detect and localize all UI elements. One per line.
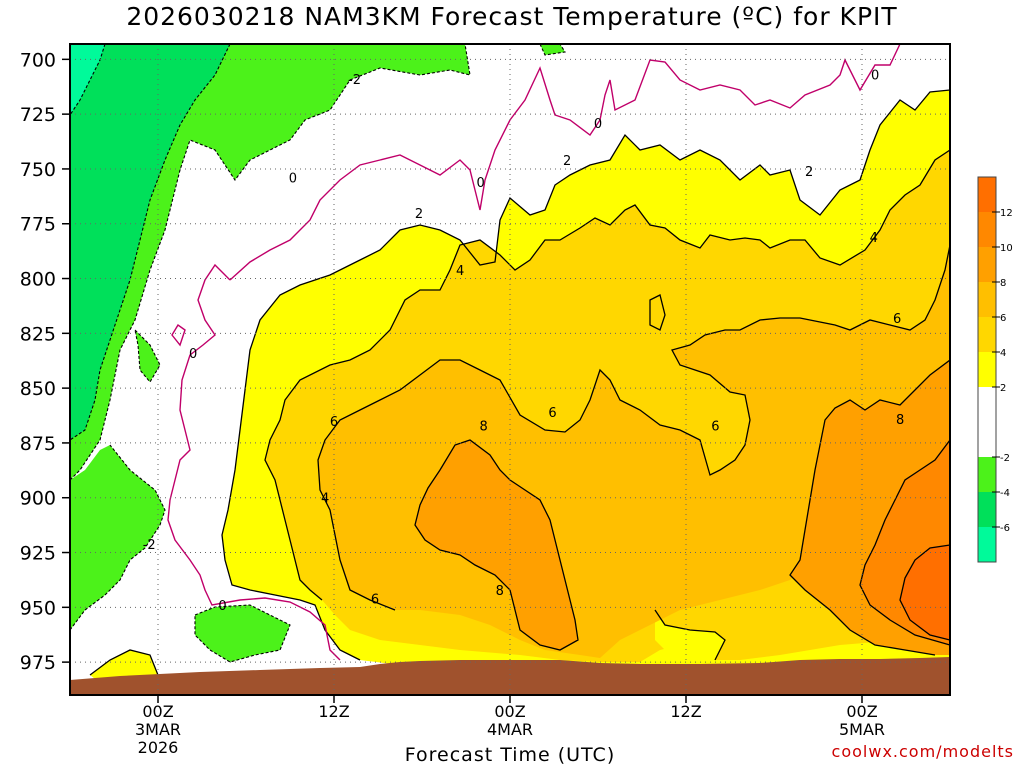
chart-title: 2026030218 NAM3KM Forecast Temperature (… xyxy=(126,2,898,31)
colorbar-label: 10 xyxy=(1000,243,1013,254)
y-tick-label: 775 xyxy=(20,214,56,236)
x-tick-sublabel: 5MAR xyxy=(839,720,885,739)
contour-label: 8 xyxy=(896,413,904,428)
positive-contours xyxy=(89,89,950,681)
contour-label: 4 xyxy=(321,492,329,507)
x-tick-label: 00Z xyxy=(142,702,173,721)
colorbar-band xyxy=(978,387,996,457)
zero-isotherm xyxy=(167,44,901,661)
colorbar-band xyxy=(978,492,996,527)
contour-label: 0 xyxy=(189,347,197,362)
colorbar-band xyxy=(978,247,996,282)
grid-lines xyxy=(70,44,950,695)
x-axis-title: Forecast Time (UTC) xyxy=(404,744,616,766)
minus2-contour xyxy=(70,44,566,663)
contour-label: 8 xyxy=(496,584,504,599)
contour-label: 2 xyxy=(805,165,813,180)
temperature-field: -2 0 0 -2 0 0 0 0 2 2 2 4 4 4 6 6 6 6 6 8 8 8 xyxy=(70,44,950,695)
contour-label: 4 xyxy=(870,231,878,246)
x-tick-label: 12Z xyxy=(670,702,701,721)
y-tick-label: 825 xyxy=(20,323,56,345)
colorbar-label: 6 xyxy=(1000,313,1006,324)
source-credit: coolwx.com/modelts xyxy=(831,742,1014,761)
colorbar-band xyxy=(978,282,996,317)
contour-label: 6 xyxy=(330,415,338,430)
contour-label: 4 xyxy=(456,264,464,279)
contour-label: 8 xyxy=(479,419,487,434)
colorbar-label: -6 xyxy=(1000,523,1010,534)
contour-label: -2 xyxy=(143,538,156,553)
colorbar-frame xyxy=(977,176,997,563)
y-axis: 700 725 750 775 800 825 850 875 900 925 950 975 xyxy=(20,49,70,674)
contour-label: 0 xyxy=(871,69,879,84)
y-tick-label: 950 xyxy=(20,597,56,619)
x-tick-sublabel: 4MAR xyxy=(487,720,533,739)
y-tick-label: 925 xyxy=(20,543,56,565)
colorbar-band xyxy=(978,212,996,247)
contour-label: 6 xyxy=(893,312,901,327)
x-tick-label: 12Z xyxy=(318,702,349,721)
colorbar-label: 4 xyxy=(1000,348,1006,359)
contour-label: -2 xyxy=(348,73,361,88)
x-tick-label: 00Z xyxy=(494,702,525,721)
y-tick-label: 725 xyxy=(20,104,56,126)
band-2-to-4-pocket xyxy=(655,610,725,662)
band-minus4-to-minus2-b xyxy=(540,44,565,55)
band-minus6-to-minus4 xyxy=(70,44,230,440)
y-tick-label: 975 xyxy=(20,652,56,674)
x-tick-sublabel: 3MAR xyxy=(135,720,181,739)
band-2-to-4-b xyxy=(90,650,160,683)
y-tick-label: 700 xyxy=(20,49,56,71)
contour-label: 6 xyxy=(548,406,556,421)
colorbar-band xyxy=(978,527,996,562)
band-minus4-to-minus2-d xyxy=(70,445,165,630)
colorbar-label: 8 xyxy=(1000,278,1006,289)
x-tick-sublabel: 2026 xyxy=(138,738,179,757)
band-minus4-to-minus2-e xyxy=(135,330,160,382)
y-tick-label: 900 xyxy=(20,488,56,510)
x-tick-label: 00Z xyxy=(846,702,877,721)
contour-label: 0 xyxy=(289,172,297,187)
contour-label: 0 xyxy=(477,176,485,191)
contour-labels: -2 0 0 -2 0 0 0 0 2 2 2 4 4 4 6 6 6 6 6 8 8 8 xyxy=(143,69,905,614)
contour-label: 0 xyxy=(218,599,226,614)
y-tick-label: 750 xyxy=(20,159,56,181)
band-minus8-to-minus6 xyxy=(70,44,105,115)
contour-label: 2 xyxy=(415,207,423,222)
colorbar-band xyxy=(978,317,996,352)
contour-label: 2 xyxy=(563,154,571,169)
y-tick-label: 850 xyxy=(20,378,56,400)
contour-label: 6 xyxy=(711,419,719,434)
colorbar-band xyxy=(978,177,996,212)
colorbar-label: 12 xyxy=(1000,208,1013,219)
band-minus4-to-minus2-c xyxy=(195,605,290,662)
colorbar-label: 2 xyxy=(1000,383,1006,394)
colorbar-label: -2 xyxy=(1000,453,1010,464)
colorbar-legend: -6 -4 -2 2 4 6 8 10 12 xyxy=(977,176,1013,563)
y-tick-label: 875 xyxy=(20,433,56,455)
colorbar-band xyxy=(978,352,996,387)
contour-label: 6 xyxy=(371,593,379,608)
y-tick-label: 800 xyxy=(20,269,56,291)
band-12-to-14 xyxy=(900,545,950,640)
contour-label: 0 xyxy=(594,117,602,132)
colorbar-band xyxy=(978,457,996,492)
band-minus4-to-minus2 xyxy=(70,44,470,480)
ground-terrain xyxy=(70,657,950,695)
colorbar-label: -4 xyxy=(1000,488,1010,499)
band-8-to-10-a xyxy=(415,440,578,650)
